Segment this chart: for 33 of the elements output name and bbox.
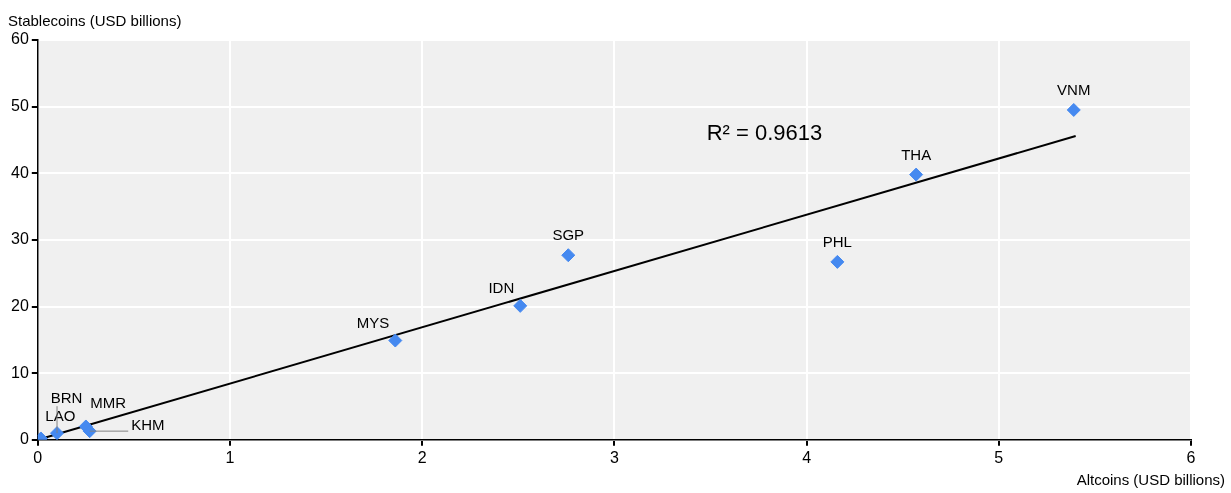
y-tick-label: 50: [11, 97, 29, 115]
point: [561, 248, 576, 263]
x-tick-label: 1: [225, 448, 235, 466]
point: [388, 333, 403, 348]
annotation: SGP: [552, 226, 585, 244]
x-tick-label: 4: [802, 448, 812, 466]
x-tick-label: 5: [994, 448, 1004, 466]
y-tick-label: 20: [11, 296, 29, 314]
point: [1066, 102, 1081, 117]
annotation: MYS: [356, 313, 390, 331]
annotation: IDN: [488, 278, 515, 296]
annotation: PHL: [822, 232, 852, 250]
y-tick-label: 60: [11, 30, 29, 48]
x-axis-title: Altcoins (USD billions): [1076, 471, 1225, 488]
annotation: THA: [901, 145, 932, 163]
x-tick-label: 2: [417, 448, 427, 466]
y-tick-label: 30: [11, 230, 29, 248]
annotation: R² = 0.9613: [706, 119, 823, 145]
annotation: VNM: [1057, 80, 1091, 98]
x-tick-label: 3: [609, 448, 619, 466]
y-tick-label: 10: [11, 363, 29, 381]
y-tick-label: 0: [19, 430, 29, 448]
x-tick-label: 0: [33, 448, 43, 466]
point: [909, 167, 924, 182]
point: [830, 254, 845, 269]
annotation: LAO: [45, 407, 76, 425]
y-tick-label: 40: [11, 163, 29, 181]
x-tick-label: 6: [1186, 448, 1196, 466]
annotation: BRN: [50, 389, 83, 407]
y-axis-title: Stablecoins (USD billions): [8, 12, 182, 29]
annotation: MMR: [90, 393, 127, 411]
annotation: KHM: [131, 416, 165, 434]
point: [513, 298, 528, 313]
